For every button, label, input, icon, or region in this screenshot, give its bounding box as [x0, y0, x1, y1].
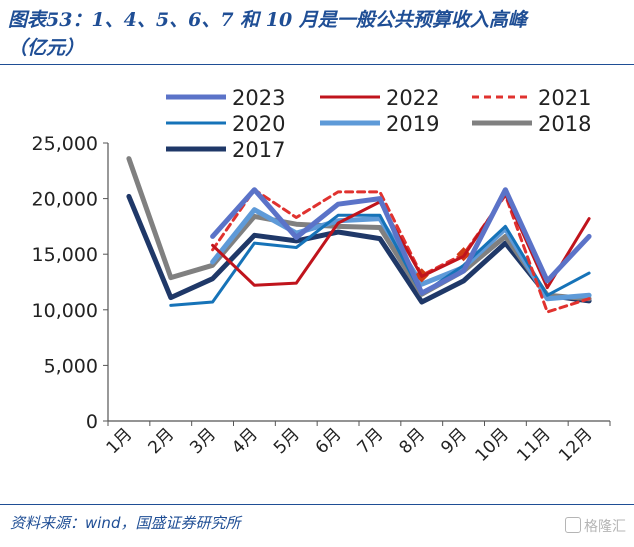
- legend-label-2023: 2023: [232, 86, 285, 110]
- series-line-2023: [210, 187, 592, 296]
- watermark: 格隆汇: [565, 516, 626, 536]
- legend-label-2021: 2021: [538, 86, 591, 110]
- legend-label-2020: 2020: [232, 112, 285, 136]
- x-tick-label: 5月: [270, 424, 304, 458]
- y-tick-label: 0: [86, 411, 98, 433]
- source-divider: [0, 504, 634, 505]
- y-tick-label: 15,000: [32, 244, 98, 266]
- watermark-text: 格隆汇: [584, 519, 626, 535]
- x-tick-label: 3月: [186, 424, 220, 458]
- legend-label-2022: 2022: [386, 86, 439, 110]
- legend-label-2017: 2017: [232, 138, 285, 162]
- series-line-2020: [169, 213, 591, 307]
- x-tick-label: 12月: [555, 424, 596, 465]
- legend-label-2019: 2019: [386, 112, 439, 136]
- chart-series-layer: [126, 156, 592, 314]
- chart-title-line2: （亿元）: [8, 37, 85, 59]
- y-tick-label: 5,000: [44, 355, 98, 377]
- y-tick-label: 20,000: [32, 189, 98, 211]
- series-line-2021: [211, 188, 591, 314]
- chart-title-line1: 图表53：1、4、5、6、7 和 10 月是一般公共预算收入高峰: [8, 9, 527, 31]
- watermark-logo-icon: [565, 517, 581, 533]
- x-tick-label: 2月: [144, 424, 178, 458]
- series-line-2018: [126, 156, 592, 302]
- legend-label-2018: 2018: [538, 112, 591, 136]
- series-line-2017: [126, 193, 592, 305]
- y-tick-label: 25,000: [32, 133, 98, 155]
- title-divider: [0, 64, 634, 65]
- y-tick-label: 10,000: [32, 300, 98, 322]
- x-tick-label: 4月: [228, 424, 262, 458]
- source-note: 资料来源：wind，国盛证券研究所: [10, 514, 241, 532]
- chart-title: 图表53：1、4、5、6、7 和 10 月是一般公共预算收入高峰 （亿元）: [8, 6, 628, 62]
- x-tick-label: 7月: [354, 424, 388, 458]
- x-tick-label: 1月: [103, 424, 137, 458]
- chart-legend: 2023 2022 2021 2020 2019 2018 2017: [166, 86, 591, 162]
- x-tick-label: 9月: [437, 424, 471, 458]
- x-tick-label: 11月: [513, 424, 554, 465]
- x-tick-label: 8月: [395, 424, 429, 458]
- x-tick-label: 10月: [471, 424, 512, 465]
- chart-axes: 0 5,000 10,000 15,000 20,000 25,000 1月 2月 3月 4月 5月…: [32, 133, 611, 466]
- x-tick-label: 6月: [312, 424, 346, 458]
- line-chart: 0 5,000 10,000 15,000 20,000 25,000 1月 2月 3月 4月 5月…: [32, 86, 611, 466]
